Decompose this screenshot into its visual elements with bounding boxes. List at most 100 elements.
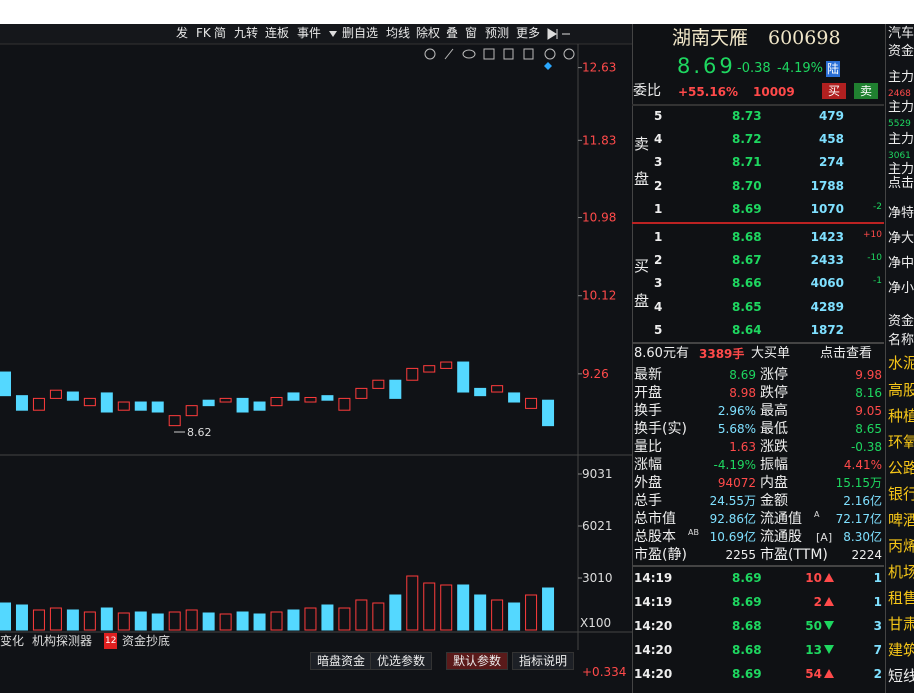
volume-bar	[474, 594, 487, 631]
stat-label: 跌停	[760, 385, 788, 401]
bottom-tab[interactable]: 变化	[0, 634, 25, 648]
toolbar-item[interactable]: 叠	[446, 26, 459, 40]
side-item: 租售	[888, 589, 914, 607]
superscript: [A]	[816, 531, 833, 544]
ratio-label: 委比	[633, 83, 661, 99]
stat-label: 最高	[760, 403, 788, 419]
stat-label: 金额	[760, 493, 788, 509]
side-item: 环氧	[888, 433, 914, 451]
side-item: 主力	[888, 132, 914, 147]
big-order-link[interactable]: 点击查看	[820, 346, 873, 361]
toolbar-item[interactable]: FK	[196, 26, 211, 40]
pct: -4.19%	[777, 61, 823, 76]
candle	[542, 399, 555, 427]
y-tick-label: 9031	[582, 467, 613, 481]
stat-label: 内盘	[760, 475, 788, 491]
bottom-tab[interactable]: 资金抄底	[122, 634, 171, 648]
toolbar-item[interactable]: 事件	[297, 26, 322, 40]
side-item: 净小	[888, 281, 914, 296]
side-item: 汽车	[888, 26, 914, 41]
indicator-tab[interactable]: 优选参数	[370, 652, 432, 670]
volume-bar	[355, 599, 368, 631]
tick-time: 14:19	[634, 595, 673, 609]
indicator-tab[interactable]: 默认参数	[446, 652, 508, 670]
stat-label: 市盈(静)	[634, 547, 687, 563]
volume-bar	[83, 611, 96, 631]
tick-volume: 54	[805, 667, 822, 681]
stat-value: 10.69亿	[709, 530, 756, 544]
side-item: 名称	[888, 333, 914, 348]
level-volume: 274	[818, 155, 844, 169]
indicator-tab[interactable]: 暗盘资金	[310, 652, 372, 670]
volume-bar	[219, 613, 232, 631]
volume-bar	[423, 582, 436, 631]
stat-label: 外盘	[634, 475, 662, 491]
volume-bar	[508, 602, 521, 631]
superscript: A	[814, 510, 820, 519]
side-item: 啤酒	[888, 511, 914, 529]
toolbar-item[interactable]: 删自选	[342, 26, 379, 40]
toolbar-icons	[424, 48, 575, 70]
stat-value: 94072	[717, 476, 756, 490]
side-item: 银行	[888, 485, 914, 503]
stat-label: 流通值	[760, 511, 802, 527]
level-price: 8.70	[732, 179, 762, 193]
volume-bar	[117, 612, 130, 631]
sell-button[interactable]: 卖	[854, 83, 879, 99]
candle	[270, 396, 283, 407]
big-order-price: 8.60元有	[634, 346, 689, 361]
candle	[32, 397, 45, 411]
tick-time: 14:20	[634, 667, 673, 681]
candle	[423, 365, 436, 373]
candle	[457, 361, 470, 393]
toolbar-item[interactable]: 窗	[465, 26, 478, 40]
toolbar-item[interactable]: 均线	[386, 26, 411, 40]
side-item: 甘肃	[888, 615, 914, 633]
volume-bar	[49, 607, 62, 631]
y-tick-label: 6021	[582, 519, 613, 533]
candle	[474, 387, 487, 397]
level-volume: 458	[818, 132, 844, 146]
level-price: 8.71	[732, 155, 762, 169]
candle	[389, 379, 402, 399]
stat-label: 流通股	[760, 529, 802, 545]
toolbar-item[interactable]: 预测	[485, 26, 510, 40]
tick-volume: 10	[805, 571, 822, 585]
level-price: 8.73	[732, 109, 762, 123]
level-price: 8.66	[732, 276, 762, 290]
stat-value: 2.96%	[717, 404, 756, 418]
toolbar-item[interactable]: 除权	[416, 26, 441, 40]
candle	[100, 392, 113, 413]
volume-bar	[321, 604, 334, 631]
candle	[287, 392, 300, 401]
buy-button[interactable]: 买	[822, 83, 847, 99]
side-label: 卖	[634, 135, 650, 153]
indicator-tab[interactable]: 指标说明	[512, 652, 574, 670]
toolbar-item[interactable]: 发	[176, 26, 189, 40]
side-item: 3061	[888, 151, 911, 161]
stat-value: 92.86亿	[709, 512, 756, 526]
stat-value: 8.16	[855, 386, 882, 400]
bottom-tab[interactable]: 机构探测器	[32, 634, 93, 648]
volume-bar	[270, 611, 283, 631]
toolbar-item[interactable]: 连板	[265, 26, 290, 40]
level-volume: 4289	[810, 300, 844, 314]
toolbar-item[interactable]: 简	[214, 26, 227, 40]
stat-value: 1.63	[729, 440, 756, 454]
toolbar-item[interactable]: 九转	[234, 26, 259, 40]
level: 4	[654, 132, 663, 146]
bottom-tab[interactable]: 12	[104, 633, 118, 649]
stat-label: 量比	[634, 439, 662, 455]
y-tick-label: 10.12	[582, 289, 616, 303]
low-label: 8.62	[187, 426, 212, 439]
candle	[185, 405, 198, 417]
volume-bar	[440, 584, 453, 631]
level-price: 8.72	[732, 132, 762, 146]
volume-bar	[287, 609, 300, 631]
side-item: 建筑	[888, 641, 914, 659]
volume-unit: X100	[580, 616, 611, 630]
toolbar-item[interactable]: 更多	[516, 26, 541, 40]
stock-code: 600698	[768, 27, 841, 49]
candle	[168, 415, 181, 427]
side-item: 资金	[888, 44, 914, 59]
